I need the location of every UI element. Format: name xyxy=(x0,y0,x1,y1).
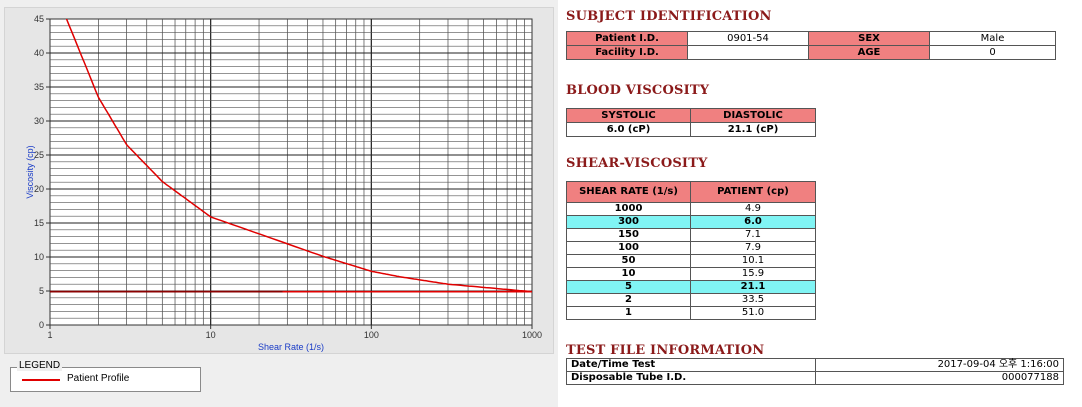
y-tick-label: 10 xyxy=(34,252,44,262)
patient-viscosity-cell: 21.1 xyxy=(690,280,816,294)
shear-rate-cell: 5 xyxy=(566,280,691,294)
legend-title: LEGEND xyxy=(17,360,63,371)
x-axis-label: Shear Rate (1/s) xyxy=(258,342,324,352)
table-row: Date/Time Test 2017-09-04 오후 1:16:00 xyxy=(566,358,1064,372)
table-row: 150 7.1 xyxy=(566,228,816,242)
table-row: 6.0 (cP) 21.1 (cP) xyxy=(566,122,816,137)
sex-value: Male xyxy=(929,31,1056,46)
blood-viscosity-table: SYSTOLIC DIASTOLIC 6.0 (cP) 21.1 (cP) xyxy=(566,108,816,137)
table-row: Disposable Tube I.D. 000077188 xyxy=(566,371,1064,385)
shear-viscosity-title: SHEAR-VISCOSITY xyxy=(566,156,708,171)
patient-viscosity-cell: 7.1 xyxy=(690,228,816,242)
y-tick-label: 45 xyxy=(34,14,44,24)
shear-viscosity-table: SHEAR RATE (1/s) PATIENT (cp) 1000 4.9 300… xyxy=(566,181,816,320)
table-row: 2 33.5 xyxy=(566,293,816,307)
patient-viscosity-cell: 15.9 xyxy=(690,267,816,281)
shear-rate-cell: 2 xyxy=(566,293,691,307)
table-row: Patient I.D. 0901-54 SEX Male xyxy=(566,31,1056,46)
table-row: 1 51.0 xyxy=(566,306,816,320)
x-tick-label: 1 xyxy=(47,330,52,340)
shear-rate-cell: 100 xyxy=(566,241,691,255)
table-row: 50 10.1 xyxy=(566,254,816,268)
shear-rate-cell: 1000 xyxy=(566,202,691,216)
table-row: 10 15.9 xyxy=(566,267,816,281)
series-line-patient-profile xyxy=(65,19,532,293)
patient-viscosity-cell: 7.9 xyxy=(690,241,816,255)
shear-rate-cell: 150 xyxy=(566,228,691,242)
y-tick-label: 35 xyxy=(34,82,44,92)
x-tick-label: 10 xyxy=(206,330,216,340)
shear-rate-cell: 300 xyxy=(566,215,691,229)
facility-id-value xyxy=(687,45,809,60)
y-tick-label: 20 xyxy=(34,184,44,194)
patient-id-label: Patient I.D. xyxy=(566,31,688,46)
y-tick-label: 40 xyxy=(34,48,44,58)
viscosity-chart: 0 5 10 15 20 25 30 35 40 45 1 10 100 1000 Shear Rate (… xyxy=(25,14,542,352)
patient-viscosity-cell: 6.0 xyxy=(690,215,816,229)
diastolic-value: 21.1 (cP) xyxy=(690,122,816,137)
y-tick-label: 0 xyxy=(39,320,44,330)
y-tick-label: 15 xyxy=(34,218,44,228)
x-tick-label: 1000 xyxy=(522,330,542,340)
legend: LEGEND Patient Profile xyxy=(10,360,201,392)
patient-viscosity-cell: 10.1 xyxy=(690,254,816,268)
x-tick-label: 100 xyxy=(364,330,379,340)
col-shear-rate: SHEAR RATE (1/s) xyxy=(566,181,691,203)
col-patient: PATIENT (cp) xyxy=(690,181,816,203)
table-row: 5 21.1 xyxy=(566,280,816,294)
legend-label: Patient Profile xyxy=(67,373,130,384)
age-label: AGE xyxy=(808,45,930,60)
test-file-table: Date/Time Test 2017-09-04 오후 1:16:00 Dis… xyxy=(566,358,1064,385)
table-row: 300 6.0 xyxy=(566,215,816,229)
y-tick-label: 30 xyxy=(34,116,44,126)
table-row: Facility I.D. AGE 0 xyxy=(566,45,1056,60)
tube-value: 000077188 xyxy=(815,371,1064,385)
diastolic-label: DIASTOLIC xyxy=(690,108,816,123)
shear-rate-cell: 1 xyxy=(566,306,691,320)
age-value: 0 xyxy=(929,45,1056,60)
systolic-label: SYSTOLIC xyxy=(566,108,691,123)
blood-viscosity-title: BLOOD VISCOSITY xyxy=(566,83,710,98)
patient-viscosity-cell: 4.9 xyxy=(690,202,816,216)
shear-rate-cell: 50 xyxy=(566,254,691,268)
patient-viscosity-cell: 51.0 xyxy=(690,306,816,320)
date-value: 2017-09-04 오후 1:16:00 xyxy=(815,358,1064,372)
chart-panel: 0 5 10 15 20 25 30 35 40 45 1 10 100 1000 Shear Rate (… xyxy=(4,7,554,354)
table-row: 1000 4.9 xyxy=(566,202,816,216)
systolic-value: 6.0 (cP) xyxy=(566,122,691,137)
facility-id-label: Facility I.D. xyxy=(566,45,688,60)
sex-label: SEX xyxy=(808,31,930,46)
table-row: 100 7.9 xyxy=(566,241,816,255)
table-row: SYSTOLIC DIASTOLIC xyxy=(566,108,816,123)
subject-table: Patient I.D. 0901-54 SEX Male Facility I… xyxy=(566,31,1056,60)
patient-id-value: 0901-54 xyxy=(687,31,809,46)
table-header-row: SHEAR RATE (1/s) PATIENT (cp) xyxy=(566,181,816,203)
report-panel: SUBJECT IDENTIFICATION Patient I.D. 0901… xyxy=(558,0,1082,407)
plot-area xyxy=(49,18,533,326)
y-tick-label: 25 xyxy=(34,150,44,160)
patient-viscosity-cell: 33.5 xyxy=(690,293,816,307)
subject-title: SUBJECT IDENTIFICATION xyxy=(566,9,772,24)
y-tick-label: 5 xyxy=(39,286,44,296)
y-axis-label: Viscosity (cp) xyxy=(25,145,35,198)
tube-label: Disposable Tube I.D. xyxy=(566,371,816,385)
test-file-title: TEST FILE INFORMATION xyxy=(566,343,765,358)
legend-swatch xyxy=(22,379,60,381)
shear-rate-cell: 10 xyxy=(566,267,691,281)
date-label: Date/Time Test xyxy=(566,358,816,372)
